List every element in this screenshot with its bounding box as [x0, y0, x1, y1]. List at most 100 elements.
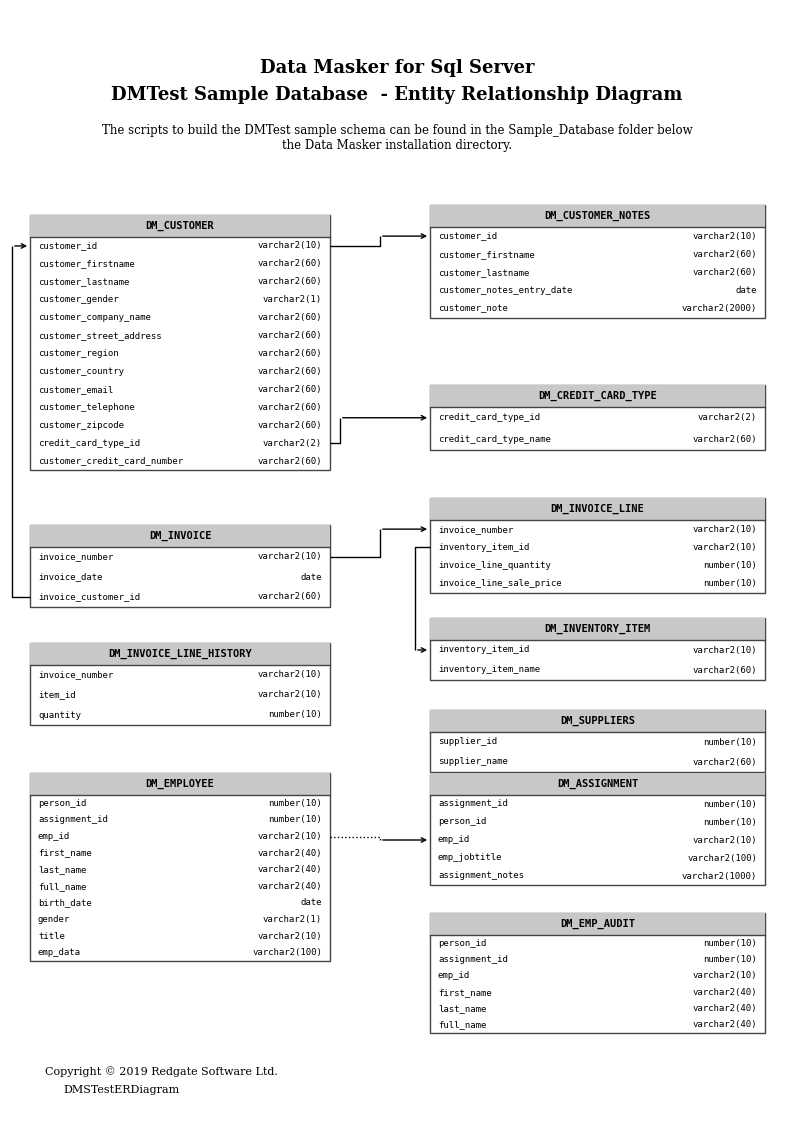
Text: DMTest Sample Database  - Entity Relationship Diagram: DMTest Sample Database - Entity Relation… [111, 86, 683, 104]
Text: first_name: first_name [438, 987, 491, 997]
Text: DM_EMPLOYEE: DM_EMPLOYEE [145, 779, 214, 789]
Text: emp_id: emp_id [38, 832, 70, 841]
Text: varchar2(60): varchar2(60) [257, 403, 322, 412]
Text: invoice_line_sale_price: invoice_line_sale_price [438, 579, 561, 588]
Text: date: date [300, 898, 322, 907]
Text: varchar2(1): varchar2(1) [263, 295, 322, 304]
Text: varchar2(60): varchar2(60) [257, 277, 322, 286]
Bar [30, 773, 330, 795]
Text: varchar2(60): varchar2(60) [257, 385, 322, 394]
Text: Data Masker for Sql Server: Data Masker for Sql Server [260, 60, 534, 77]
Text: DM_INVENTORY_ITEM: DM_INVENTORY_ITEM [545, 624, 650, 634]
Text: invoice_line_quantity: invoice_line_quantity [438, 562, 551, 570]
Text: customer_credit_card_number: customer_credit_card_number [38, 457, 183, 466]
Text: DM_CREDIT_CARD_TYPE: DM_CREDIT_CARD_TYPE [538, 391, 657, 401]
Text: customer_region: customer_region [38, 349, 118, 358]
Text: customer_notes_entry_date: customer_notes_entry_date [438, 286, 572, 295]
Text: The scripts to build the DMTest sample schema can be found in the Sample_Databas: The scripts to build the DMTest sample s… [102, 124, 692, 152]
Text: emp_jobtitle: emp_jobtitle [438, 853, 503, 862]
Text: varchar2(2): varchar2(2) [263, 439, 322, 448]
Text: DM_CUSTOMER: DM_CUSTOMER [145, 221, 214, 231]
Text: customer_id: customer_id [38, 241, 97, 250]
Text: varchar2(60): varchar2(60) [257, 421, 322, 430]
Text: quantity: quantity [38, 711, 81, 720]
Text: varchar2(1): varchar2(1) [263, 915, 322, 924]
Text: last_name: last_name [38, 865, 87, 874]
Text: emp_id: emp_id [438, 836, 470, 844]
Text: varchar2(60): varchar2(60) [257, 331, 322, 340]
Text: varchar2(10): varchar2(10) [257, 932, 322, 941]
Text: date: date [300, 573, 322, 582]
Text: title: title [38, 932, 65, 941]
Text: inventory_item_id: inventory_item_id [438, 542, 530, 551]
Text: varchar2(10): varchar2(10) [257, 832, 322, 841]
Text: assignment_notes: assignment_notes [438, 871, 524, 880]
Text: Copyright © 2019 Redgate Software Ltd.: Copyright © 2019 Redgate Software Ltd. [45, 1067, 278, 1077]
Bar [430, 206, 765, 227]
Text: person_id: person_id [438, 818, 487, 827]
Bar [430, 710, 765, 772]
Text: DM_ASSIGNMENT: DM_ASSIGNMENT [557, 779, 638, 789]
Bar [30, 524, 330, 547]
Text: emp_data: emp_data [38, 948, 81, 957]
Bar [30, 214, 330, 471]
Text: birth_date: birth_date [38, 898, 92, 907]
Text: number(10): number(10) [268, 711, 322, 720]
Text: number(10): number(10) [703, 579, 757, 588]
Text: DM_INVOICE: DM_INVOICE [148, 531, 211, 541]
Text: DM_INVOICE_LINE_HISTORY: DM_INVOICE_LINE_HISTORY [108, 649, 252, 659]
Text: varchar2(10): varchar2(10) [692, 971, 757, 980]
Text: last_name: last_name [438, 1004, 487, 1013]
Text: varchar2(40): varchar2(40) [692, 1021, 757, 1030]
Text: DM_SUPPLIERS: DM_SUPPLIERS [560, 715, 635, 727]
Text: number(10): number(10) [268, 798, 322, 807]
Text: invoice_number: invoice_number [38, 670, 114, 679]
Text: varchar2(60): varchar2(60) [257, 259, 322, 268]
Text: emp_id: emp_id [438, 971, 470, 980]
Text: assignment_id: assignment_id [38, 815, 108, 824]
Text: customer_telephone: customer_telephone [38, 403, 135, 412]
Text: varchar2(60): varchar2(60) [257, 457, 322, 466]
Bar [430, 497, 765, 520]
Bar [430, 618, 765, 640]
Text: supplier_id: supplier_id [438, 738, 497, 747]
Text: varchar2(40): varchar2(40) [257, 882, 322, 891]
Bar [30, 773, 330, 961]
Text: customer_note: customer_note [438, 304, 508, 313]
Text: DM_CUSTOMER_NOTES: DM_CUSTOMER_NOTES [545, 211, 650, 221]
Text: varchar2(1000): varchar2(1000) [682, 871, 757, 880]
Text: customer_company_name: customer_company_name [38, 313, 151, 322]
Text: customer_firstname: customer_firstname [438, 249, 534, 258]
Text: varchar2(10): varchar2(10) [692, 524, 757, 533]
Bar [430, 710, 765, 732]
Bar [430, 773, 765, 795]
Text: varchar2(10): varchar2(10) [692, 646, 757, 655]
Text: person_id: person_id [438, 939, 487, 948]
Text: credit_card_type_id: credit_card_type_id [438, 413, 540, 422]
Text: number(10): number(10) [703, 738, 757, 747]
Text: varchar2(60): varchar2(60) [257, 313, 322, 322]
Text: varchar2(100): varchar2(100) [252, 948, 322, 957]
Text: inventory_item_id: inventory_item_id [438, 646, 530, 655]
Text: number(10): number(10) [268, 815, 322, 824]
Text: customer_zipcode: customer_zipcode [38, 421, 124, 430]
Text: varchar2(60): varchar2(60) [692, 758, 757, 767]
Text: varchar2(10): varchar2(10) [257, 691, 322, 700]
Bar [430, 913, 765, 1033]
Text: invoice_customer_id: invoice_customer_id [38, 593, 140, 602]
Bar [430, 618, 765, 681]
Text: varchar2(10): varchar2(10) [692, 542, 757, 551]
Text: varchar2(10): varchar2(10) [692, 231, 757, 240]
Bar [430, 913, 765, 935]
Text: customer_gender: customer_gender [38, 295, 118, 304]
Text: DM_INVOICE_LINE: DM_INVOICE_LINE [550, 504, 645, 514]
Text: customer_firstname: customer_firstname [38, 259, 135, 268]
Text: varchar2(10): varchar2(10) [257, 553, 322, 562]
Bar [30, 524, 330, 608]
Text: full_name: full_name [38, 882, 87, 891]
Bar [30, 214, 330, 237]
Text: number(10): number(10) [703, 818, 757, 827]
Text: varchar2(60): varchar2(60) [692, 249, 757, 258]
Text: date: date [735, 286, 757, 295]
Bar [430, 206, 765, 318]
